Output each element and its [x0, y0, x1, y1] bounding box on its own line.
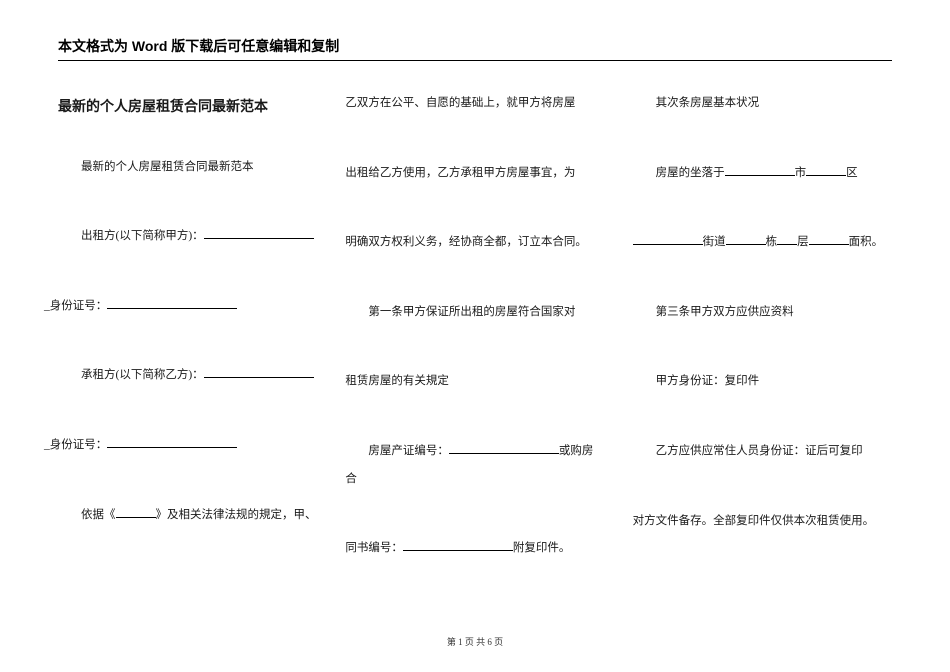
column-2: 乙双方在公平、自愿的基础上，就甲方将房屋 出租给乙方使用，乙方承租甲方房屋事宜，…	[345, 80, 604, 622]
c1-p6-prefix: 依据《	[81, 509, 116, 521]
c2-p6: 房屋产证编号：或购房合	[345, 438, 604, 493]
c2-p6-prefix: 房屋产证编号：	[368, 445, 449, 457]
c3-p3-suffix: 面积。	[849, 236, 884, 248]
c1-p3: _身份证号：	[44, 293, 317, 321]
blank-line	[449, 453, 559, 454]
blank-line	[633, 244, 703, 245]
c3-p4: 第三条甲方双方应供应资料	[633, 299, 892, 327]
page-footer: 第 1 页 共 6 页	[0, 635, 950, 648]
c3-p2-mid2: 区	[846, 167, 858, 179]
c3-p7: 对方文件备存。全部复印件仅供本次租赁使用。	[633, 508, 892, 536]
blank-line	[777, 244, 797, 245]
c1-p5-text: _身份证号：	[44, 439, 107, 451]
c3-p3: 街道 栋 层 面积。	[633, 229, 892, 257]
header-text: 本文格式为 Word 版下载后可任意编辑和复制	[58, 38, 339, 54]
c1-p3-text: _身份证号：	[44, 300, 107, 312]
footer-text: 第 1 页 共 6 页	[447, 637, 503, 647]
c1-p6-suffix: 》及相关法律法规的規定，甲、	[156, 509, 317, 521]
blank-line	[725, 175, 795, 176]
c2-p1: 乙双方在公平、自愿的基础上，就甲方将房屋	[345, 90, 604, 118]
c3-p6: 乙方应供应常住人员身份证：证后可复印	[633, 438, 892, 466]
c1-p1: 最新的个人房屋租赁合同最新范本	[58, 154, 317, 182]
column-1: 最新的个人房屋租赁合同最新范本 最新的个人房屋租赁合同最新范本 出租方(以下简称…	[58, 80, 317, 622]
c2-p7-prefix: 同书编号：	[345, 542, 403, 554]
content-columns: 最新的个人房屋租赁合同最新范本 最新的个人房屋租赁合同最新范本 出租方(以下简称…	[58, 80, 892, 622]
c1-p2-text: 出租方(以下简称甲方)：	[81, 230, 204, 242]
c2-p3: 明确双方权利义务，经协商全都，订立本合同。	[345, 229, 604, 257]
c3-p3-mid3: 层	[797, 236, 809, 248]
c3-p3-mid1: 街道	[703, 236, 726, 248]
c3-p5: 甲方身份证：复印件	[633, 368, 892, 396]
blank-line	[806, 175, 846, 176]
c1-p4: 承租方(以下简称乙方)：	[58, 362, 317, 390]
blank-line	[107, 447, 237, 448]
blank-line	[116, 517, 156, 518]
c1-p5: _身份证号：	[44, 432, 317, 460]
c3-p2-prefix: 房屋的坐落于	[656, 167, 725, 179]
c2-p4: 第一条甲方保证所出租的房屋符合国家对	[345, 299, 604, 327]
blank-line	[107, 308, 237, 309]
c3-p1: 其次条房屋基本状况	[633, 90, 892, 118]
c3-p3-mid2: 栋	[766, 236, 778, 248]
blank-line	[809, 244, 849, 245]
c3-p2: 房屋的坐落于 市 区	[633, 160, 892, 188]
blank-line	[403, 550, 513, 551]
blank-line	[726, 244, 766, 245]
column-3: 其次条房屋基本状况 房屋的坐落于市区 街道栋层面积。 第三条甲方双方应供应资料 …	[633, 80, 892, 622]
c1-p2: 出租方(以下简称甲方)：	[58, 223, 317, 251]
blank-line	[204, 377, 314, 378]
blank-line	[204, 238, 314, 239]
page-header: 本文格式为 Word 版下载后可任意编辑和复制	[58, 36, 892, 61]
c2-p7: 同书编号： 附复印件。	[345, 535, 604, 563]
c3-p2-mid1: 市	[795, 167, 807, 179]
c2-p2: 出租给乙方使用，乙方承租甲方房屋事宜，为	[345, 160, 604, 188]
c1-p6: 依据《 》及相关法律法规的規定，甲、	[58, 502, 317, 530]
c1-p4-text: 承租方(以下简称乙方)：	[81, 369, 204, 381]
doc-title: 最新的个人房屋租赁合同最新范本	[58, 90, 317, 124]
c2-p7-suffix: 附复印件。	[513, 542, 571, 554]
c2-p5: 租赁房屋的有关規定	[345, 368, 604, 396]
